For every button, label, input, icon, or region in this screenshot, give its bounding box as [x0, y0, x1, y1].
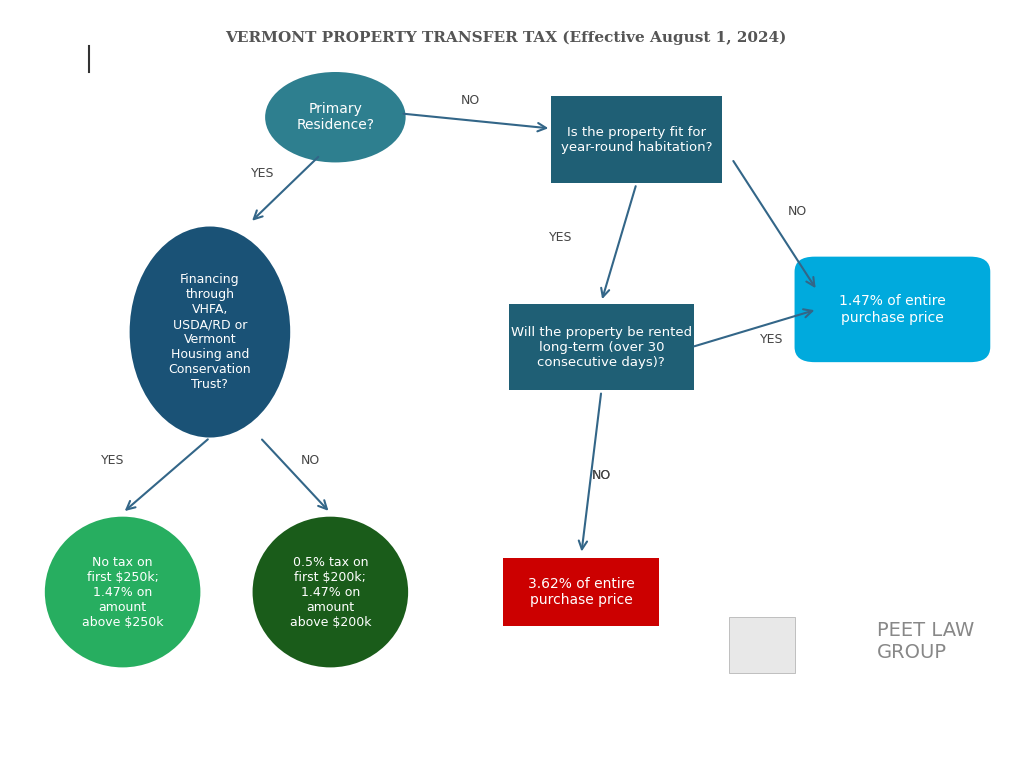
Text: NO: NO — [591, 469, 611, 482]
Text: YES: YES — [101, 453, 124, 466]
Text: No tax on
first $250k;
1.47% on
amount
above $250k: No tax on first $250k; 1.47% on amount a… — [82, 555, 163, 629]
Text: YES: YES — [251, 167, 275, 181]
Text: Will the property be rented
long-term (over 30
consecutive days)?: Will the property be rented long-term (o… — [511, 325, 692, 369]
Text: Primary
Residence?: Primary Residence? — [296, 102, 374, 133]
Ellipse shape — [265, 72, 405, 162]
FancyBboxPatch shape — [729, 616, 794, 673]
Text: Financing
through
VHFA,
USDA/RD or
Vermont
Housing and
Conservation
Trust?: Financing through VHFA, USDA/RD or Vermo… — [169, 273, 251, 391]
Text: 3.62% of entire
purchase price: 3.62% of entire purchase price — [528, 577, 634, 607]
Text: YES: YES — [549, 232, 572, 245]
Text: VERMONT PROPERTY TRANSFER TAX (Effective August 1, 2024): VERMONT PROPERTY TRANSFER TAX (Effective… — [225, 31, 786, 45]
Text: NO: NO — [787, 205, 806, 218]
FancyBboxPatch shape — [794, 257, 990, 362]
Text: Is the property fit for
year-round habitation?: Is the property fit for year-round habit… — [560, 126, 712, 154]
Text: 1.47% of entire
purchase price: 1.47% of entire purchase price — [838, 294, 945, 325]
Text: NO: NO — [300, 453, 319, 466]
FancyBboxPatch shape — [508, 304, 694, 390]
Text: PEET LAW
GROUP: PEET LAW GROUP — [877, 620, 974, 661]
Text: NO: NO — [591, 469, 611, 482]
Ellipse shape — [253, 517, 407, 668]
FancyBboxPatch shape — [551, 97, 721, 183]
Ellipse shape — [129, 226, 290, 437]
FancyBboxPatch shape — [503, 558, 658, 626]
Text: YES: YES — [759, 333, 783, 346]
Ellipse shape — [44, 517, 200, 668]
Text: NO: NO — [461, 94, 480, 107]
Text: 0.5% tax on
first $200k;
1.47% on
amount
above $200k: 0.5% tax on first $200k; 1.47% on amount… — [289, 555, 371, 629]
